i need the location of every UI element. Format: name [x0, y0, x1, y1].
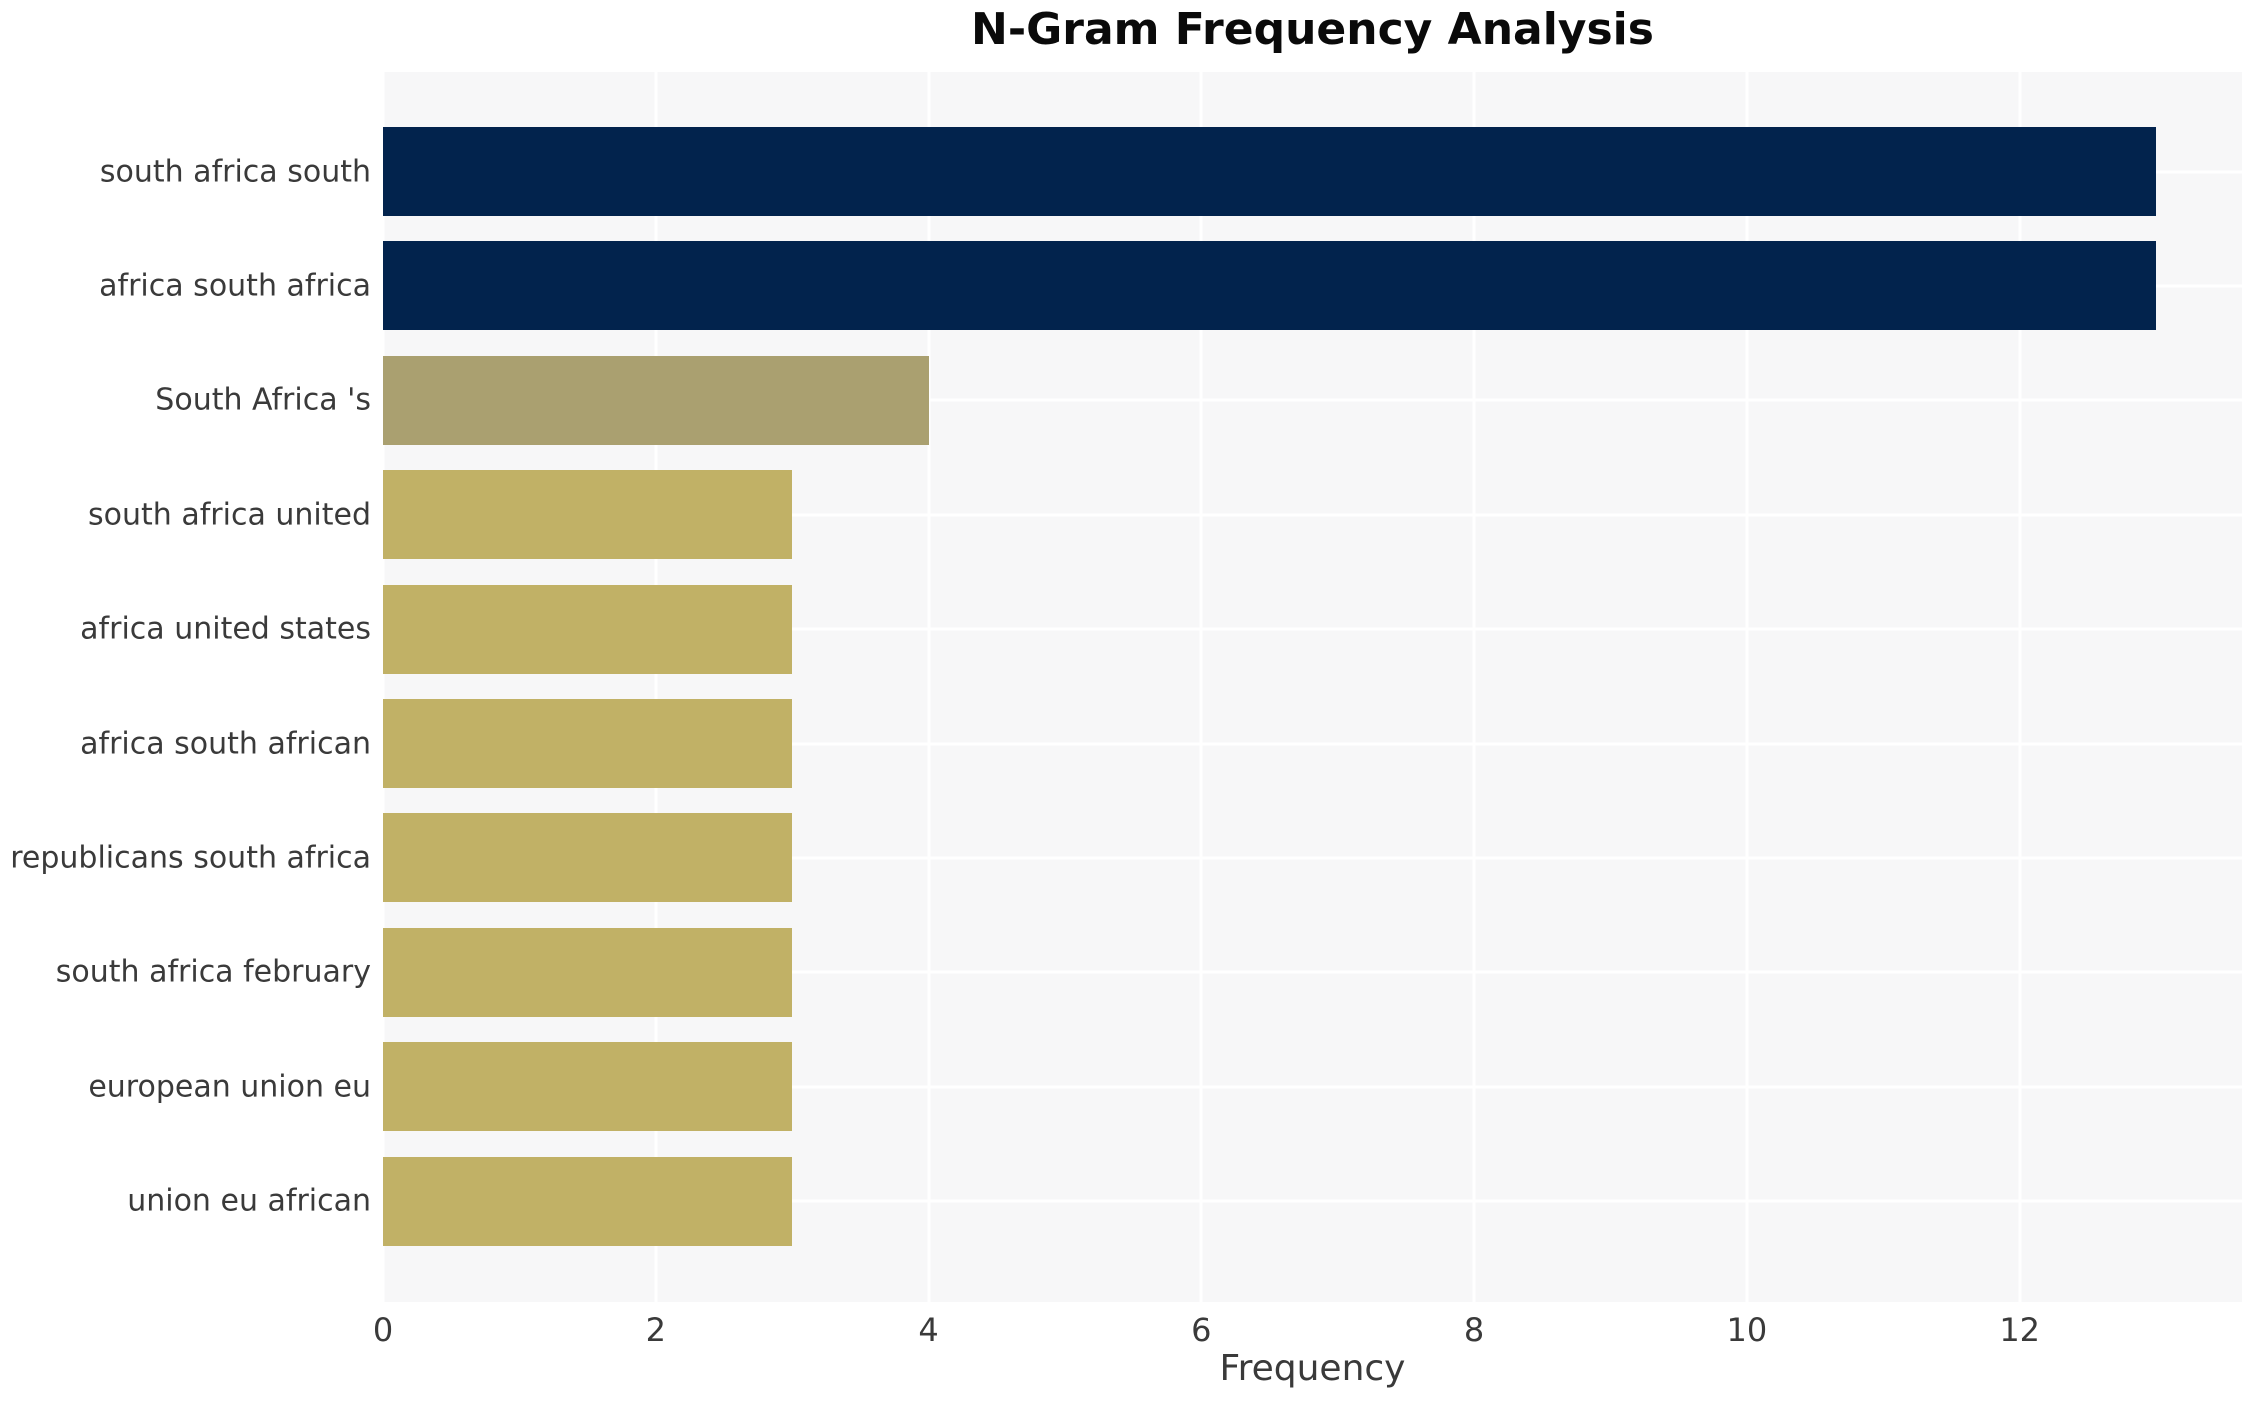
y-axis-label: south africa united [88, 497, 371, 533]
bar [383, 699, 793, 788]
y-axis-label: africa south africa [99, 268, 371, 304]
gridline-horizontal [383, 513, 2242, 517]
x-axis-tick-label: 10 [1726, 1311, 1768, 1349]
x-axis-title: Frequency [1219, 1348, 1406, 1389]
x-axis-tick-label: 12 [1999, 1311, 2041, 1349]
gridline-horizontal [383, 627, 2242, 631]
gridline-horizontal [383, 1199, 2242, 1203]
gridline-horizontal [383, 856, 2242, 860]
y-axis-label: republicans south africa [10, 840, 371, 876]
bar [383, 1156, 793, 1246]
gridline-horizontal [383, 398, 2242, 402]
gridline-horizontal [383, 742, 2242, 745]
gridline-vertical [1472, 72, 1476, 1302]
y-axis-label: south africa february [55, 954, 371, 990]
bar [383, 470, 793, 560]
x-axis-tick-label: 2 [645, 1311, 666, 1349]
y-axis-label: south africa south [99, 154, 371, 189]
gridline-vertical [1199, 72, 1203, 1302]
bar [383, 1042, 793, 1132]
bar [383, 584, 793, 674]
bar [383, 927, 793, 1017]
y-axis-label: european union eu [88, 1069, 371, 1105]
x-axis-tick-label: 4 [918, 1311, 939, 1349]
x-axis-ticks: 0 2 4 6 8 10 12 [0, 1311, 2261, 1351]
x-axis-tick-label: 8 [1463, 1311, 1485, 1349]
bar [383, 355, 929, 445]
gridline-vertical [927, 72, 931, 1302]
gridline-vertical [1745, 72, 1749, 1302]
y-axis-label: africa south african [80, 726, 371, 761]
gridline-horizontal [383, 970, 2242, 974]
gridline-vertical [2018, 72, 2022, 1302]
y-axis-label: South Africa 's [155, 382, 371, 418]
plot-area [381, 72, 2242, 1302]
x-axis-tick-label: 6 [1191, 1311, 1212, 1349]
x-axis-tick-label: 0 [372, 1311, 394, 1349]
chart-title: N-Gram Frequency Analysis [971, 4, 1654, 55]
y-axis-label: africa united states [80, 611, 371, 647]
bar [383, 813, 793, 903]
y-axis-labels: south africa south africa south africa Sou… [0, 72, 371, 1302]
bar [383, 241, 2157, 331]
gridline-horizontal [383, 1085, 2242, 1089]
gridline-vertical [381, 72, 385, 1302]
gridline-vertical [654, 72, 658, 1302]
bar [383, 127, 2157, 216]
y-axis-label: union eu african [127, 1183, 371, 1219]
